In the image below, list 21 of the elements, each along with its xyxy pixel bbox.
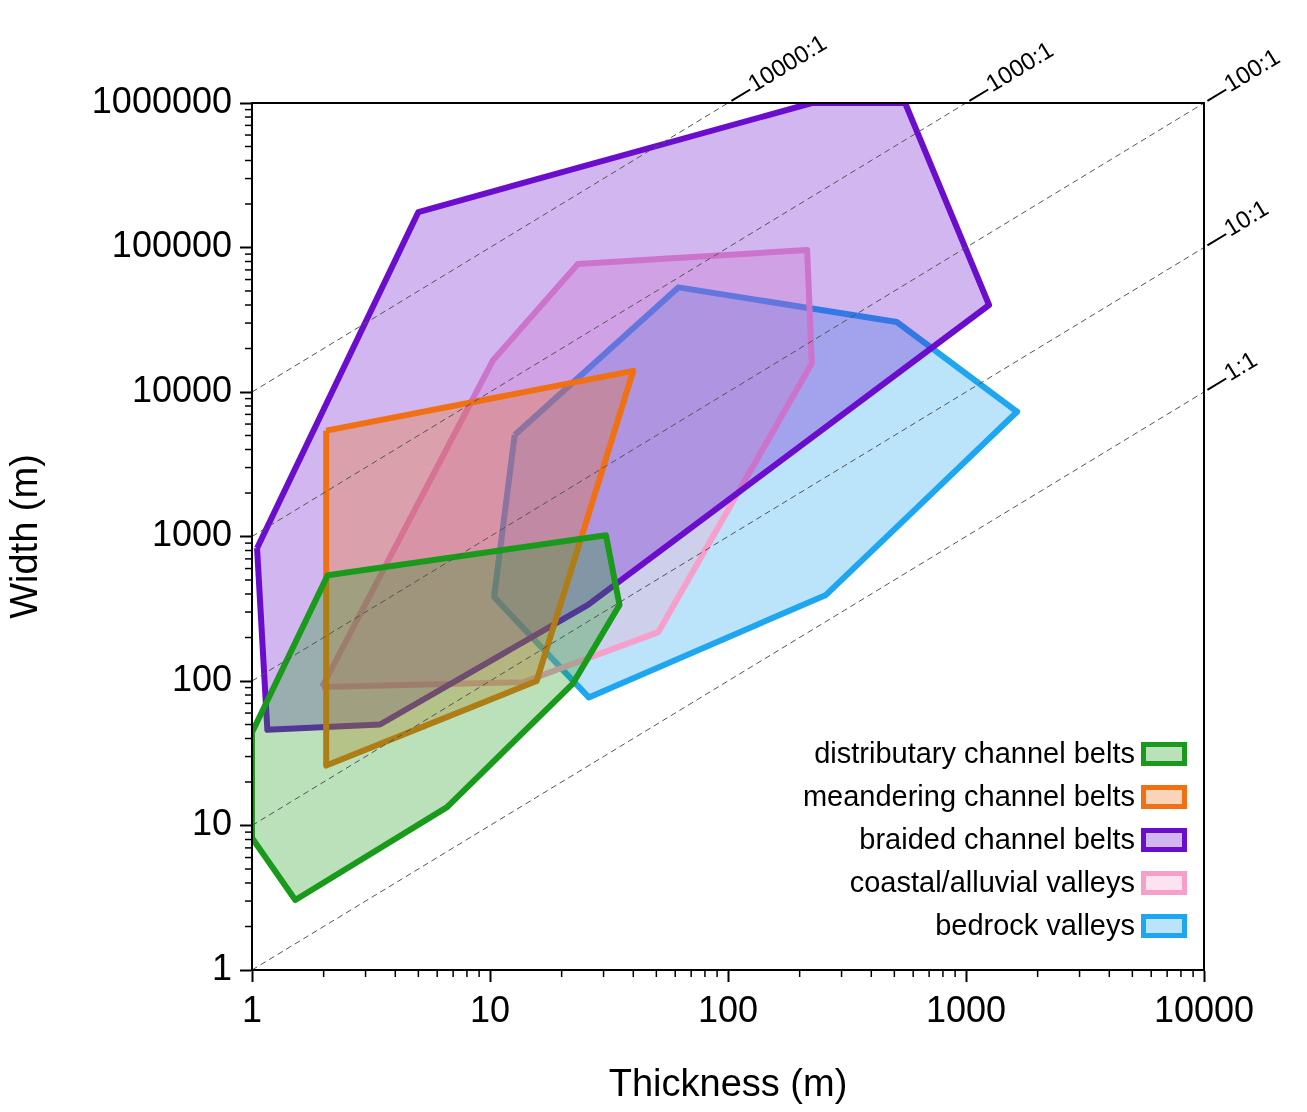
text: 1:1 xyxy=(1218,345,1262,386)
x-axis-title: Thickness (m) xyxy=(608,1061,848,1104)
legend-label: coastal/alluvial valleys xyxy=(849,866,1135,899)
x-tick-label: 10 xyxy=(469,988,511,1030)
legend-label: braided channel belts xyxy=(859,823,1135,856)
y-tick-label: 100 xyxy=(171,657,232,699)
y-tick-label: 1 xyxy=(211,946,232,988)
y-tick-label: 100000 xyxy=(111,224,232,266)
x-tick-label: 10000 xyxy=(1153,988,1255,1030)
legend-label: distributary channel belts xyxy=(814,737,1135,770)
y-tick-label: 1000 xyxy=(151,513,232,555)
legend-label: meandering channel belts xyxy=(802,780,1135,813)
text: 10:1 xyxy=(1218,193,1273,242)
x-tick-label: 1000 xyxy=(925,988,1007,1030)
x-tick-label: 100 xyxy=(697,988,759,1030)
y-axis-title: Width (m) xyxy=(3,454,46,619)
y-tick-label: 10000 xyxy=(131,368,232,410)
legend-label: bedrock valleys xyxy=(935,909,1135,942)
x-tick-label: 1 xyxy=(241,988,263,1030)
y-tick-label: 1000000 xyxy=(91,79,232,121)
y-tick-label: 10 xyxy=(191,802,232,844)
